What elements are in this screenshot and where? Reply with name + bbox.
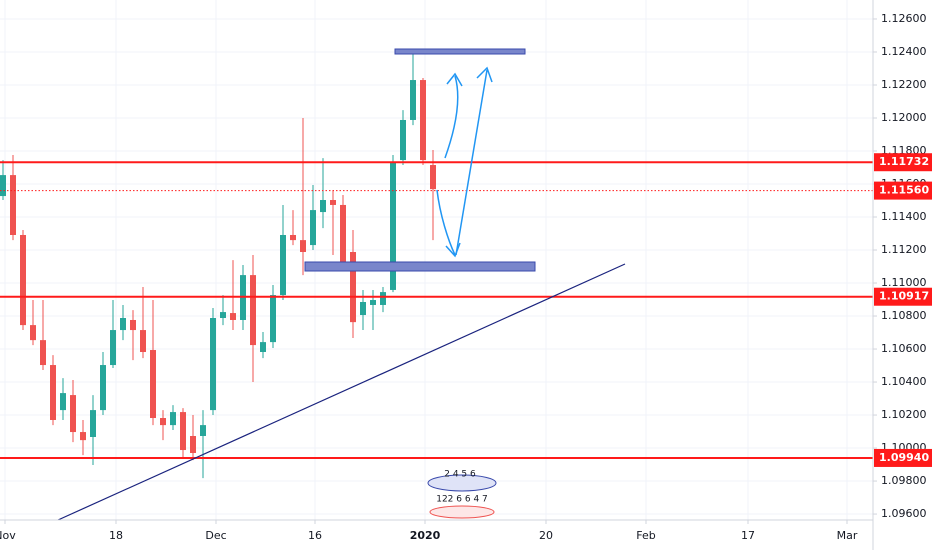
y-tick-label: 1.10400 xyxy=(881,375,927,388)
candle-body xyxy=(420,80,426,161)
candle-body xyxy=(170,412,176,426)
candle-body xyxy=(350,251,356,323)
x-tick-label: 17 xyxy=(741,529,755,542)
y-tick-label: 1.10600 xyxy=(881,342,927,355)
candle-body xyxy=(300,240,306,252)
x-tick-label: 2020 xyxy=(410,529,441,542)
arrow-down xyxy=(436,189,456,256)
y-tick-label: 1.12600 xyxy=(881,12,927,25)
candle-body xyxy=(50,365,56,420)
price-level-label: 1.11560 xyxy=(879,184,929,197)
y-tick-label: 1.10800 xyxy=(881,309,927,322)
event-icon xyxy=(429,505,495,519)
y-tick-label: 1.11200 xyxy=(881,243,927,256)
candle-body xyxy=(260,342,266,353)
candle-body xyxy=(220,312,226,319)
candle-body xyxy=(190,436,196,453)
candle-body xyxy=(110,330,116,366)
candle-body xyxy=(340,204,346,263)
candle-body xyxy=(280,234,286,296)
axes: 1.126001.124001.122001.120001.118001.116… xyxy=(0,12,932,542)
arrow-head xyxy=(446,72,463,87)
event-label: 122 6 6 4 7 xyxy=(436,495,488,505)
y-tick-label: 1.11000 xyxy=(881,276,927,289)
price-level-label: 1.11732 xyxy=(879,155,929,168)
candle-body xyxy=(140,330,146,353)
event-icon xyxy=(427,474,497,492)
drawings xyxy=(57,48,626,521)
y-tick-label: 1.09600 xyxy=(881,507,927,520)
zone-top xyxy=(394,48,526,55)
event-label: 2 4 5 6 xyxy=(444,470,476,480)
candle-body xyxy=(100,365,106,411)
candle-body xyxy=(430,165,436,190)
price-level-box xyxy=(874,181,932,200)
candle-body xyxy=(390,162,396,290)
candle-body xyxy=(160,418,166,426)
trend-line xyxy=(57,263,626,521)
y-tick-label: 1.12200 xyxy=(881,78,927,91)
candle-body xyxy=(130,319,136,331)
candle-body xyxy=(400,119,406,161)
candle-body xyxy=(370,300,376,305)
candle-body xyxy=(210,318,216,411)
candle-body xyxy=(230,313,236,320)
x-tick-label: 18 xyxy=(109,529,123,542)
candle-body xyxy=(380,292,386,305)
price-level-box xyxy=(874,153,932,172)
candle-body xyxy=(180,412,186,451)
candle-body xyxy=(60,393,66,411)
arrow-up-2 xyxy=(455,69,488,256)
x-tick-label: 16 xyxy=(308,529,322,542)
y-tick-label: 1.09800 xyxy=(881,474,927,487)
y-tick-label: 1.12400 xyxy=(881,45,927,58)
x-tick-label: 20 xyxy=(539,529,553,542)
candle-body xyxy=(360,301,366,316)
zone-bottom xyxy=(304,261,536,272)
candle-body xyxy=(320,200,326,213)
price-level-label: 1.10917 xyxy=(879,290,929,303)
arrow-head xyxy=(445,242,461,258)
candle-body xyxy=(90,410,96,437)
candle-body xyxy=(120,318,126,331)
candle-body xyxy=(30,325,36,341)
x-tick-label: Mar xyxy=(837,529,858,542)
x-tick-label: Feb xyxy=(636,529,655,542)
price-level-label: 1.09940 xyxy=(879,451,929,464)
candle-body xyxy=(70,395,76,433)
arrow-up-1 xyxy=(444,75,459,159)
candles xyxy=(0,51,873,479)
candle-body xyxy=(40,340,46,366)
candle-body xyxy=(20,234,26,326)
x-tick-label: Dec xyxy=(205,529,226,542)
candle-body xyxy=(80,432,86,441)
y-tick-label: 1.11400 xyxy=(881,210,927,223)
candle-body xyxy=(250,275,256,346)
price-level-box xyxy=(874,287,932,306)
x-tick-label: Nov xyxy=(0,529,16,542)
candle-body xyxy=(270,295,276,343)
y-tick-label: 1.12000 xyxy=(881,111,927,124)
candle-body xyxy=(290,234,296,241)
candle-body xyxy=(0,175,6,197)
arrow-head xyxy=(476,66,493,83)
candle-body xyxy=(330,200,336,205)
candle-body xyxy=(200,425,206,437)
y-tick-label: 1.10200 xyxy=(881,408,927,421)
candle-body xyxy=(10,175,16,235)
candle-body xyxy=(410,80,416,120)
price-level-box xyxy=(874,448,932,467)
candle-body xyxy=(150,350,156,419)
candle-body xyxy=(310,210,316,246)
